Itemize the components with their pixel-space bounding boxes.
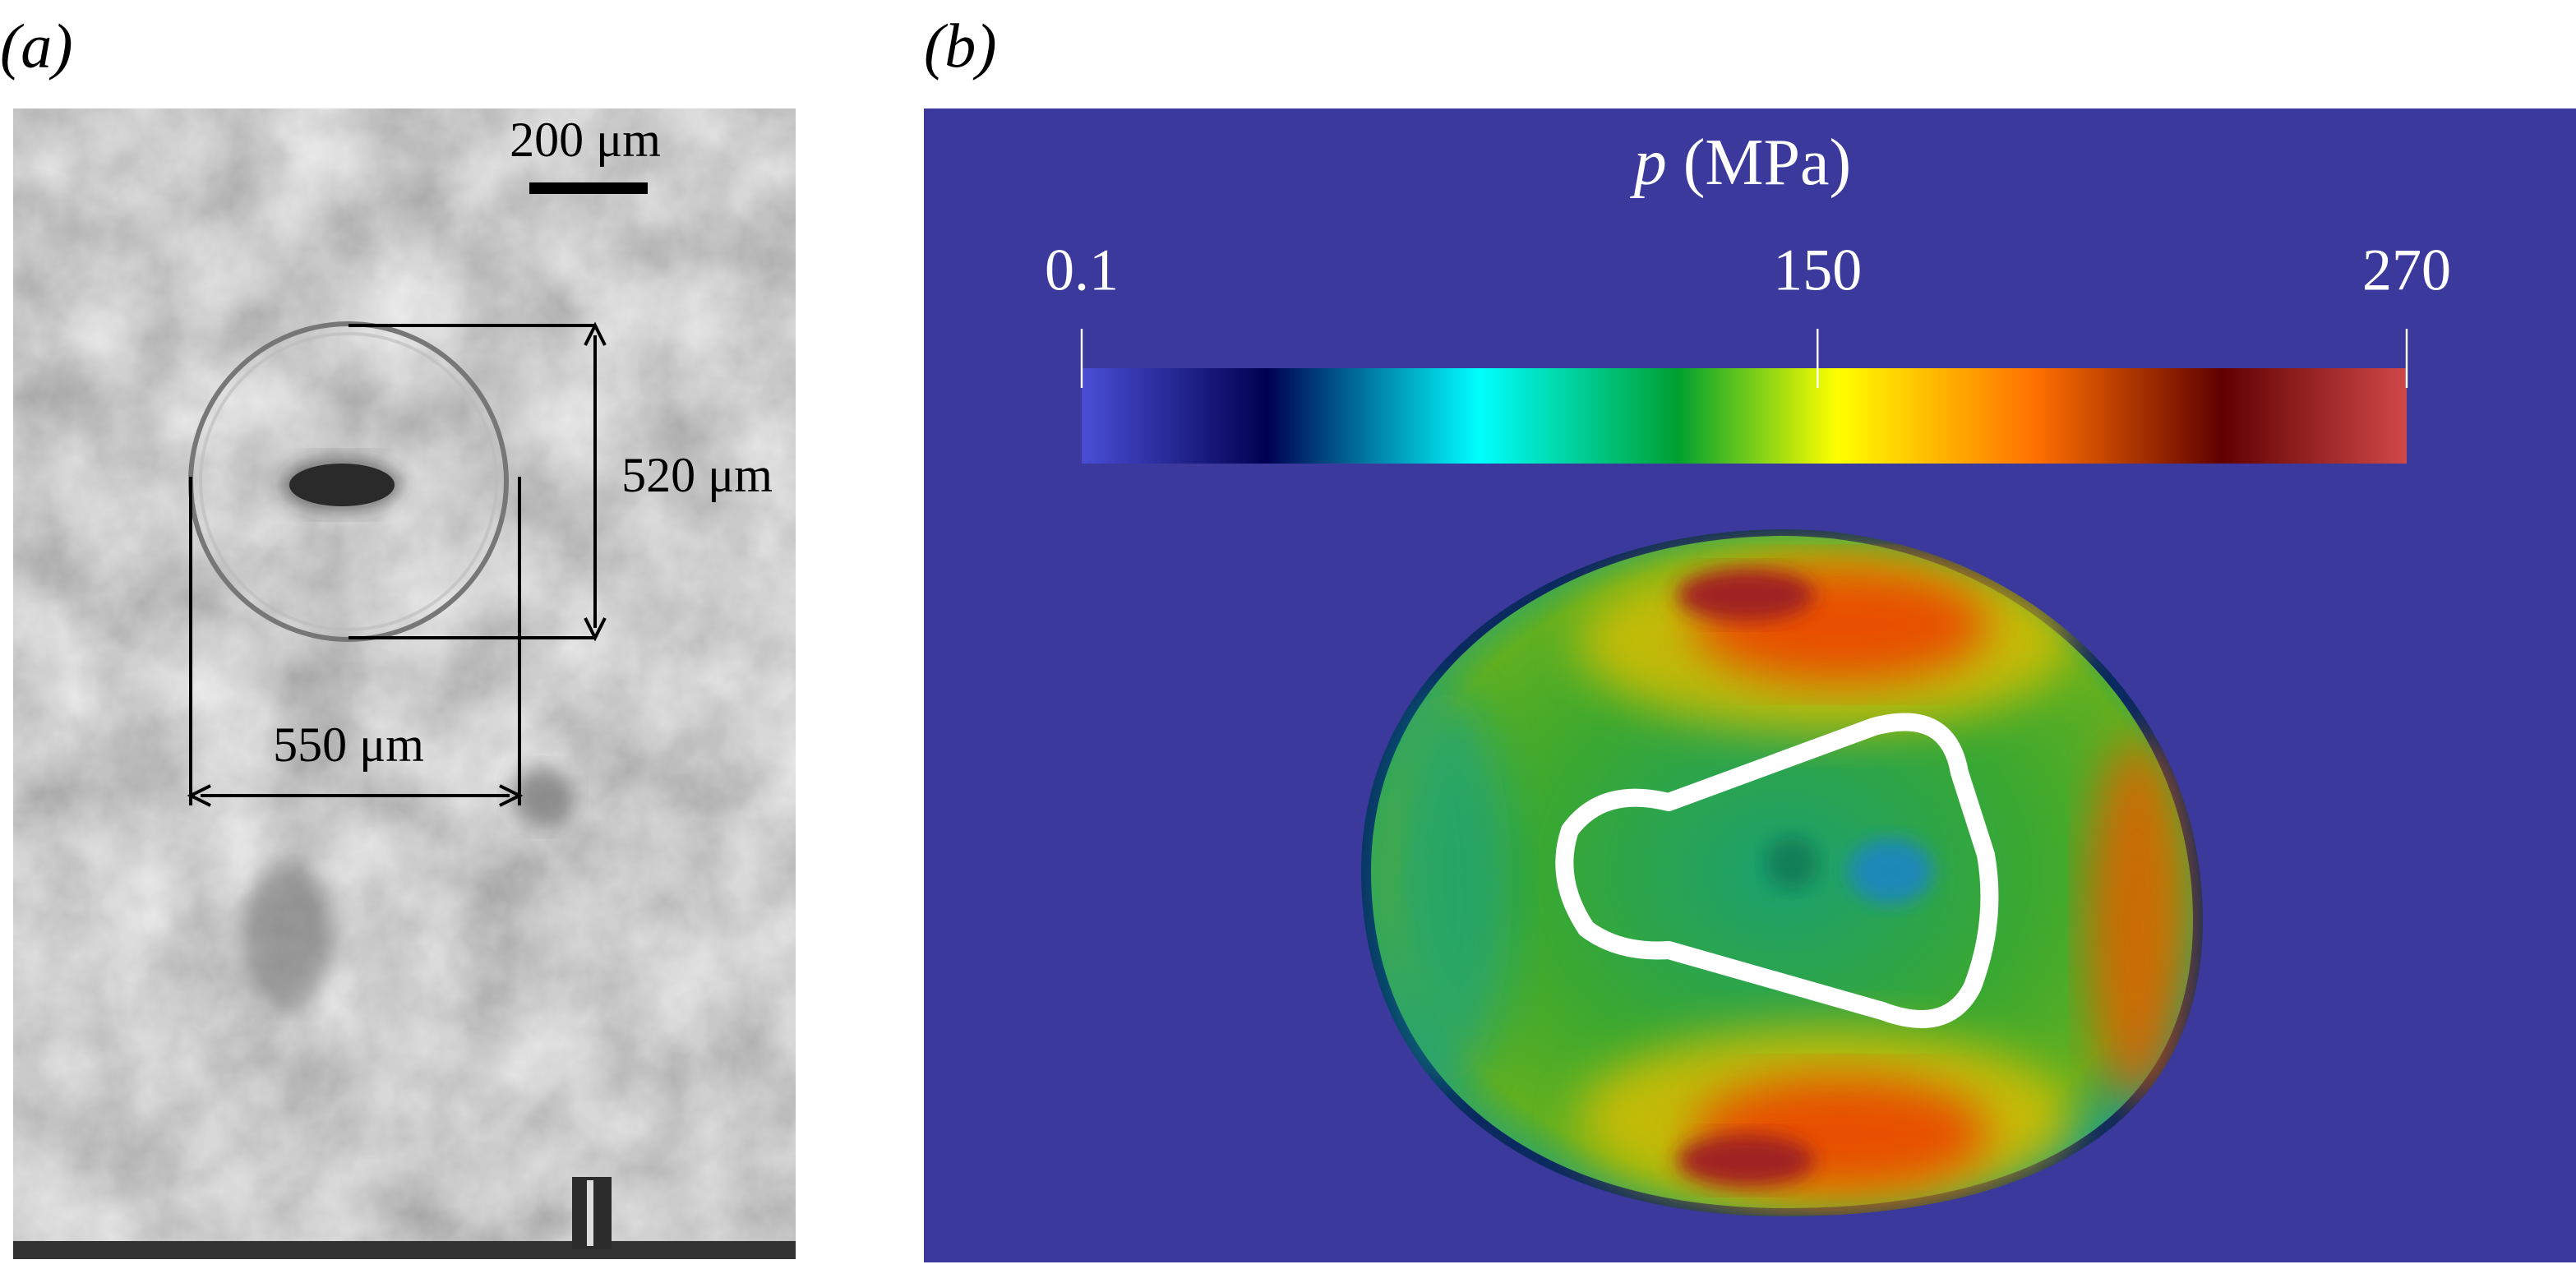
shape	[1848, 838, 1933, 904]
colorbar-symbol: p	[1630, 127, 1667, 199]
colorbar-tick-label: 270	[2362, 238, 2451, 303]
colorbar-tick-label: 150	[1773, 238, 1862, 303]
shape	[199, 332, 498, 631]
shape	[187, 784, 524, 807]
shape	[2088, 740, 2186, 1101]
pressure-field	[1361, 529, 2203, 1216]
shape	[1766, 837, 1818, 889]
shape	[13, 1241, 796, 1259]
colorbar-title: p (MPa)	[1630, 127, 1851, 199]
panel-label: (b)	[924, 12, 997, 81]
shape	[584, 321, 607, 642]
shape	[1677, 1134, 1815, 1187]
height-label: 520 μm	[621, 448, 773, 502]
shape	[1381, 551, 2186, 1208]
shape	[1381, 690, 1512, 1085]
shape	[1677, 569, 1815, 621]
dimension-lines	[187, 321, 607, 807]
scale-bar-label: 200 μm	[510, 113, 661, 167]
width-label: 550 μm	[273, 718, 424, 772]
colorbar	[1082, 368, 2407, 464]
shape	[587, 1180, 593, 1246]
shape	[510, 768, 575, 827]
scale-bar	[529, 182, 648, 194]
colorbar-tick-label: 0.1	[1045, 238, 1119, 303]
colorbar-ticks: 0.1 150 270	[1045, 238, 2451, 388]
colorbar-unit: (MPa)	[1683, 127, 1851, 199]
shape	[1555, 713, 1999, 1028]
shape	[289, 464, 395, 506]
panel-label: (a)	[0, 12, 73, 81]
micrograph	[13, 108, 796, 1259]
shape	[242, 863, 334, 1011]
